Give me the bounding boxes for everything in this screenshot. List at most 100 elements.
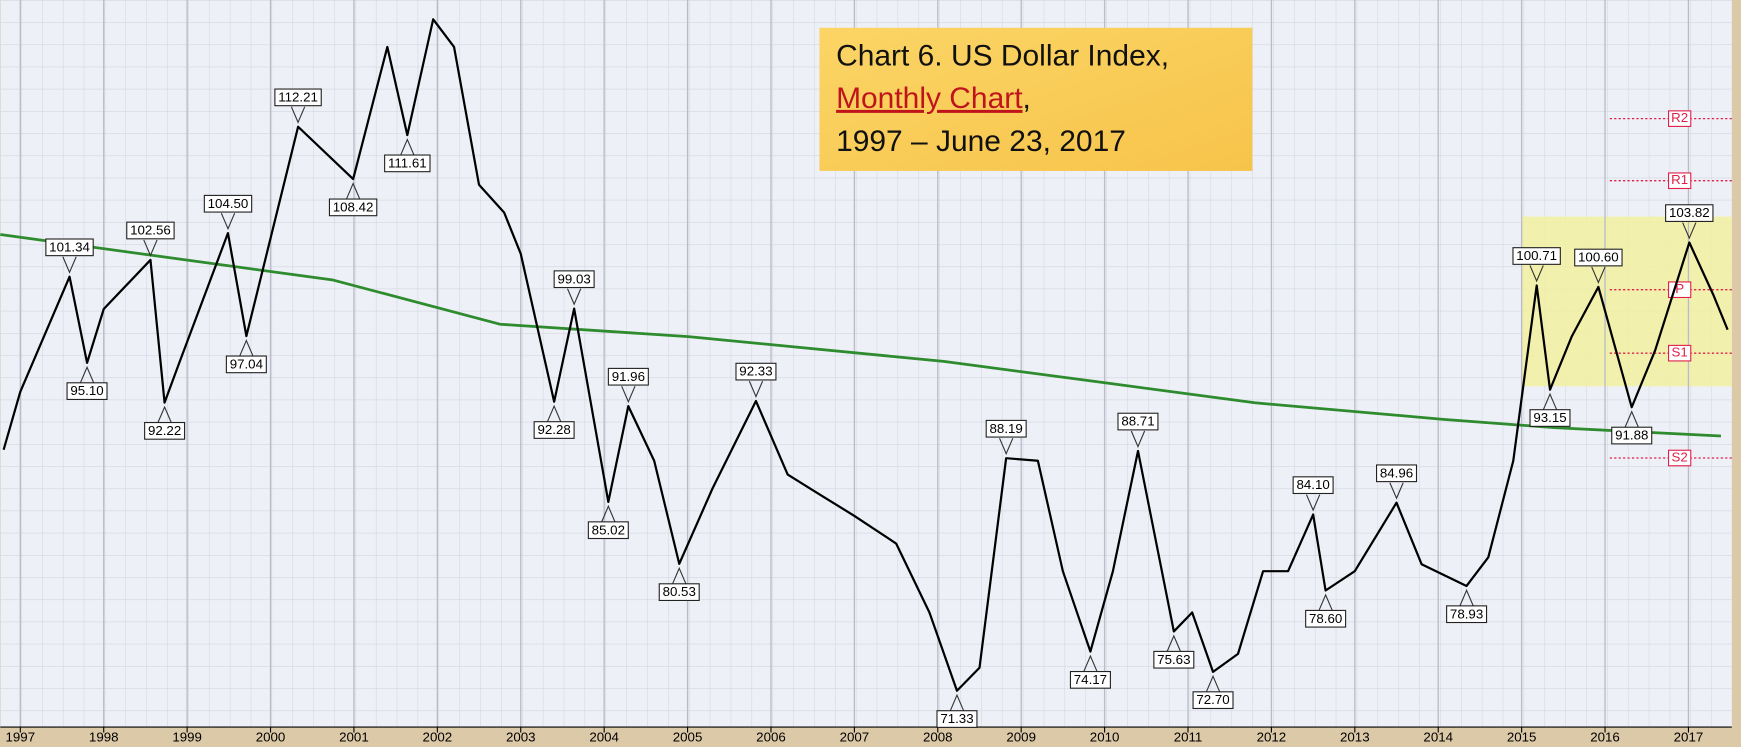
x-tick-label: 2006 [756,730,786,745]
annotation-box [1305,609,1347,628]
title-link[interactable]: Monthly Chart [836,82,1023,115]
title-line: 1997 – June 23, 2017 [836,125,1126,158]
annotation-label: 92.28 [537,422,570,437]
annotation-label: 99.03 [557,271,590,286]
annotation-pointer [62,256,77,274]
annotation-box [45,238,94,257]
annotation-box [1446,605,1488,624]
annotation-pointer [1542,392,1558,410]
price-line [2,18,1729,692]
x-tick-label: 2009 [1006,730,1036,745]
annotation-label: 75.63 [1157,652,1190,667]
annotation-box [607,367,649,386]
annotation-label: 100.71 [1516,248,1557,263]
x-tick-label: 2016 [1590,730,1620,745]
annotation-box [1292,476,1334,495]
annotation-box [735,362,777,381]
x-tick-label: 2001 [339,730,369,745]
annotation-label: 85.02 [592,522,625,537]
annotation-pointer [1305,494,1321,512]
annotation-box [225,355,267,374]
annotation-pointer [1591,266,1606,284]
annotation-pointer [1166,634,1181,652]
annotation-box [1069,670,1111,689]
annotation-box [1574,248,1623,267]
annotation-box [328,198,378,217]
pivot-label: P [1675,281,1684,296]
pivot-label: S2 [1672,450,1688,465]
annotation-pointer [157,405,172,423]
annotation-pointer [143,239,158,257]
annotation-label: 95.10 [70,383,103,398]
x-tick-label: 2004 [589,730,619,745]
annotation-label: 92.22 [148,423,181,438]
annotation-pointer [621,385,636,404]
annotation-pointer [400,138,415,156]
annotation-label: 108.42 [333,199,374,214]
annotation-box [1512,247,1561,265]
annotation-box [936,710,978,728]
x-tick-label: 2000 [256,730,286,745]
annotation-box [203,194,253,213]
annotation-pointer [949,693,965,711]
annotation-label: 112.21 [278,89,318,104]
annotation-pointer [1205,674,1221,693]
annotation-pointer [546,404,562,422]
x-tick-label: 2008 [923,730,953,745]
annotation-label: 80.53 [663,584,696,599]
pivot-label-box [1668,344,1692,362]
highlight-zone [1521,216,1732,387]
title-line: Chart 6. US Dollar Index, [836,40,1169,73]
x-tick-label: 2005 [673,730,703,745]
annotation-label: 97.04 [230,356,263,371]
x-tick-label: 2011 [1174,730,1203,745]
annotation-label: 103.82 [1669,205,1710,220]
title-punct: , [1023,82,1031,115]
annotation-label: 100.60 [1578,250,1619,265]
annotation-box [1376,464,1418,483]
annotation-pointer [672,566,687,585]
moving-average-line [0,233,1722,438]
annotation-box [985,419,1027,438]
annotation-pointer [79,365,95,384]
x-tick-label: 2015 [1507,730,1537,745]
annotation-box [587,521,629,540]
annotation-pointer [748,380,764,399]
annotation-pointer [566,288,582,306]
annotation-box [553,270,595,289]
annotation-label: 84.96 [1380,465,1413,480]
annotation-box [533,421,575,439]
annotation-box [1611,426,1653,445]
annotation-box [384,154,431,173]
title-box [819,27,1253,171]
annotation-pointer [345,182,361,200]
annotation-label: 101.34 [49,239,90,254]
annotation-pointer [999,437,1014,456]
pivot-label: R2 [1671,110,1688,125]
annotation-box [1117,412,1159,431]
annotation-box [658,583,700,602]
annotation-label: 88.71 [1121,414,1154,429]
annotation-box [274,88,322,107]
annotation-label: 78.60 [1309,611,1342,626]
x-tick-label: 2007 [840,730,870,745]
annotation-label: 102.56 [130,223,171,238]
annotation-label: 78.93 [1450,606,1483,621]
annotation-label: 104.50 [208,196,249,211]
annotation-box [66,382,108,401]
x-tick-label: 2014 [1423,730,1453,745]
annotation-label: 93.15 [1533,410,1566,425]
annotation-label: 88.19 [990,421,1023,436]
annotation-pointer [220,212,236,231]
x-tick-label: 2013 [1340,730,1370,745]
annotation-pointer [601,504,616,523]
pivot-label: S1 [1672,345,1688,360]
x-tick-label: 2010 [1090,730,1120,745]
title-line: Monthly Chart, [836,82,1031,115]
x-tick-label: 1998 [89,730,119,745]
annotation-box [1665,204,1714,222]
x-tick-label: 1999 [172,730,202,745]
annotation-box [126,221,175,240]
